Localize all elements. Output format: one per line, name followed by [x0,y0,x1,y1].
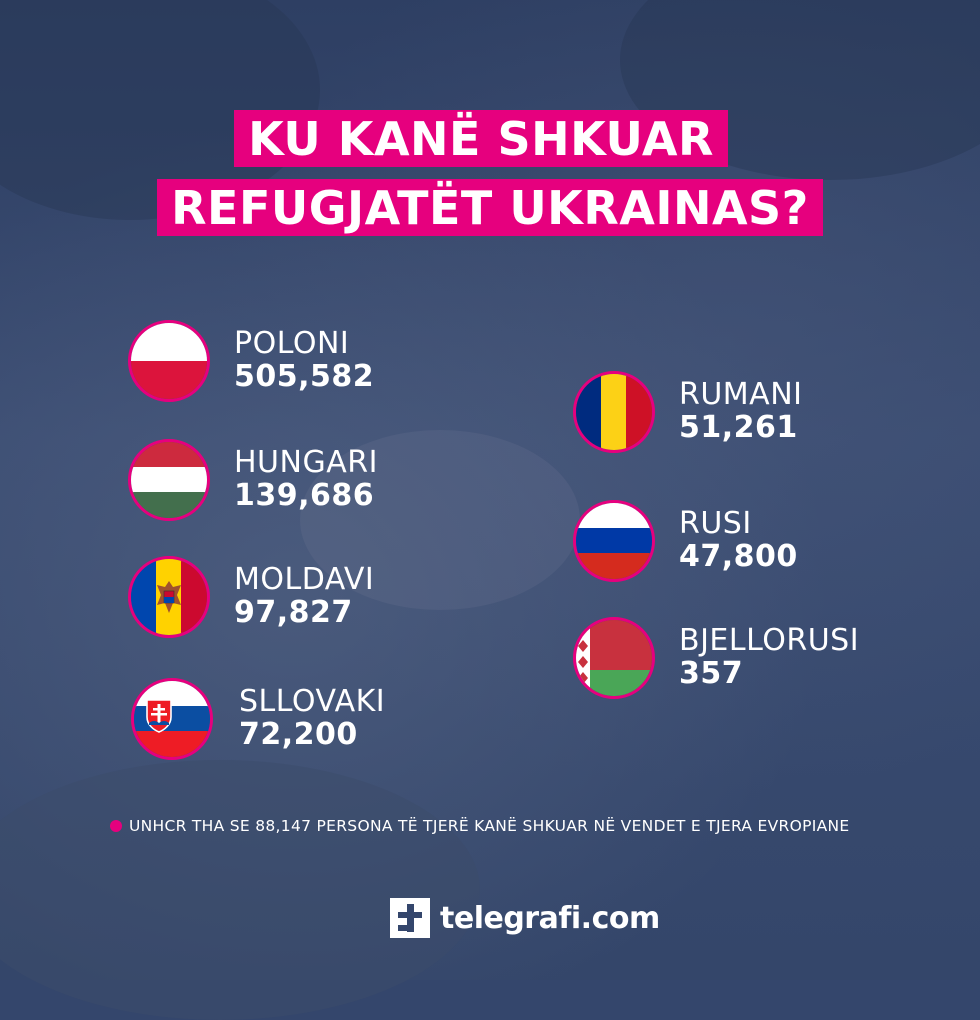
belarus-ornament-icon [578,624,588,696]
country-entry-belarus: BJELLORUSI 357 [573,617,859,699]
telegrafi-logo-icon [390,898,430,938]
footnote-text: UNHCR THA SE 88,147 PERSONA TË TJERË KAN… [129,817,850,835]
poland-flag-icon [128,320,210,402]
bullet-dot-icon [110,820,122,832]
country-entry-hungary: HUNGARI 139,686 [128,439,378,521]
slovakia-coat-of-arms-icon [146,699,172,733]
refugee-count: 51,261 [679,410,798,445]
title-line-1: KU KANË SHKUAR [234,110,728,167]
country-name: POLONI [234,326,350,361]
slovakia-flag-icon [131,678,213,760]
country-entry-russia: RUSI 47,800 [573,500,798,582]
belarus-flag-icon [573,617,655,699]
moldova-flag-icon [128,556,210,638]
footnote: UNHCR THA SE 88,147 PERSONA TË TJERË KAN… [110,817,850,835]
refugee-count: 139,686 [234,478,375,513]
country-name: MOLDAVI [234,562,375,597]
refugee-count: 505,582 [234,359,375,394]
country-name: BJELLORUSI [679,623,860,658]
title-line-2: REFUGJATËT UKRAINAS? [157,179,823,236]
country-entry-slovakia: SLLOVAKI 72,200 [131,678,385,760]
refugee-count: 97,827 [234,595,353,630]
country-entry-romania: RUMANI 51,261 [573,371,803,453]
brand-name: telegrafi.com [440,900,660,936]
moldova-coat-of-arms-icon [157,581,181,613]
refugee-count: 72,200 [239,717,358,752]
romania-flag-icon [573,371,655,453]
refugee-count: 47,800 [679,539,798,574]
russia-flag-icon [573,500,655,582]
country-entry-moldova: MOLDAVI 97,827 [128,556,374,638]
country-name: RUSI [679,506,752,541]
country-name: RUMANI [679,377,803,412]
hungary-flag-icon [128,439,210,521]
country-name: HUNGARI [234,445,378,480]
country-entry-poland: POLONI 505,582 [128,320,374,402]
country-name: SLLOVAKI [239,684,386,719]
title: KU KANË SHKUAR REFUGJATËT UKRAINAS? [0,110,980,248]
brand-footer[interactable]: telegrafi.com [390,898,660,938]
refugee-count: 357 [679,656,744,691]
